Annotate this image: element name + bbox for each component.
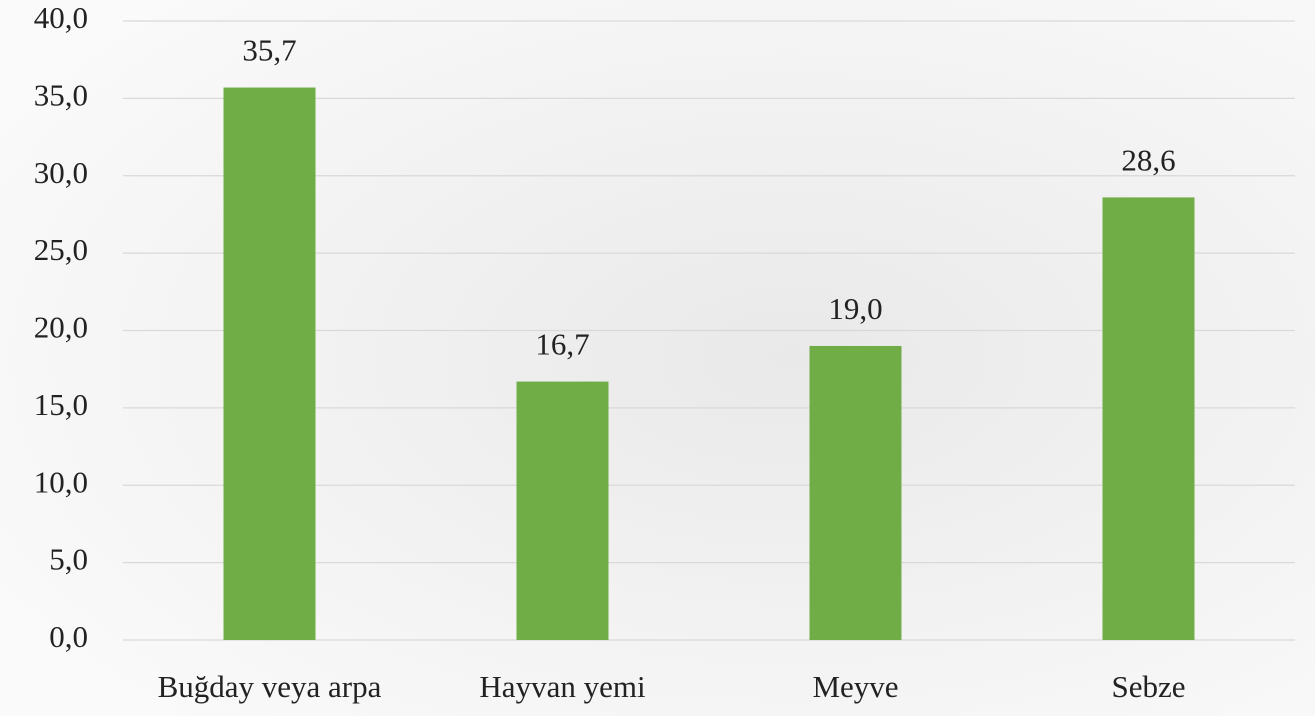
y-tick-label: 0,0 <box>49 619 88 654</box>
value-label: 28,6 <box>1121 143 1175 178</box>
y-tick-label: 40,0 <box>34 0 88 35</box>
value-label: 19,0 <box>828 291 882 326</box>
value-label: 16,7 <box>535 327 589 362</box>
x-tick-label: Hayvan yemi <box>479 669 646 704</box>
bar <box>810 346 902 640</box>
value-label: 35,7 <box>242 33 296 68</box>
page: {"chart_data": {"type": "bar", "categori… <box>0 0 1315 716</box>
bar <box>1103 197 1195 640</box>
chart: 0,0 5,0 10,0 15,0 20,0 25,0 30,0 35,0 40,0 Buğday… <box>0 0 1315 716</box>
x-tick-label: Sebze <box>1111 669 1185 704</box>
x-tick-label: Buğday veya arpa <box>158 669 382 704</box>
x-tick-label: Meyve <box>812 669 898 704</box>
y-tick-label: 20,0 <box>34 310 88 345</box>
bar <box>224 88 316 640</box>
y-tick-label: 35,0 <box>34 77 88 112</box>
y-tick-label: 15,0 <box>34 387 88 422</box>
bar <box>517 382 609 640</box>
y-tick-label: 30,0 <box>34 155 88 190</box>
y-tick-label: 5,0 <box>49 542 88 577</box>
y-tick-label: 10,0 <box>34 464 88 499</box>
y-tick-label: 25,0 <box>34 232 88 267</box>
